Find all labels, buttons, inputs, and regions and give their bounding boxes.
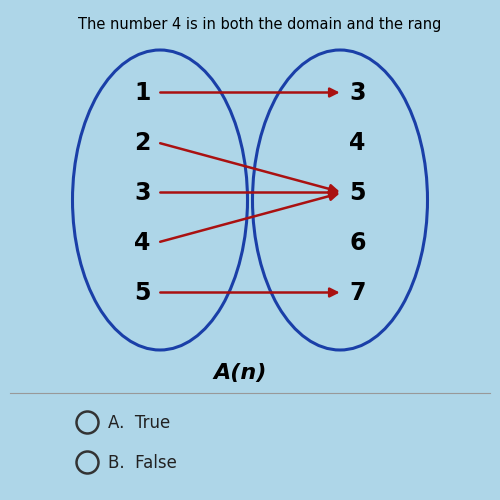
Text: 4: 4 [350,130,366,154]
Text: 3: 3 [349,80,366,104]
Text: B.  False: B. False [108,454,176,471]
Text: 7: 7 [349,280,366,304]
Text: 3: 3 [134,180,151,204]
Text: The number 4 is in both the domain and the rang: The number 4 is in both the domain and t… [78,18,442,32]
Text: 5: 5 [134,280,151,304]
Text: A.  True: A. True [108,414,170,432]
Text: 1: 1 [134,80,150,104]
Text: A(n): A(n) [214,362,266,382]
Text: 4: 4 [134,230,150,254]
Text: 5: 5 [349,180,366,204]
Text: 6: 6 [349,230,366,254]
Text: 2: 2 [134,130,150,154]
